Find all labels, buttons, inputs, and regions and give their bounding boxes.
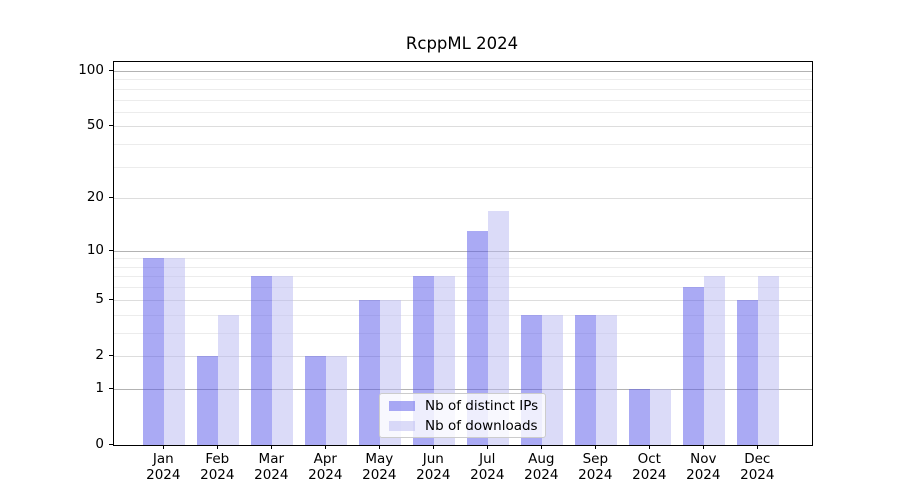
y-tick-label-0: 0 [95, 436, 104, 452]
bar-nb-of-distinct-ips-nov [683, 287, 705, 445]
x-tick-label-jun: Jun 2024 [416, 451, 451, 483]
gridline-50 [114, 126, 812, 128]
x-tick-label-nov: Nov 2024 [686, 451, 721, 483]
bar-nb-of-downloads-sep [596, 314, 618, 445]
gridline-5 [114, 299, 812, 301]
bar-nb-of-distinct-ips-mar [251, 276, 273, 445]
y-tick-label-5: 5 [95, 290, 104, 307]
gridline-80 [114, 88, 812, 90]
bar-nb-of-downloads-feb [218, 314, 240, 445]
bar-nb-of-downloads-oct [650, 388, 672, 445]
gridline-70 [114, 99, 812, 101]
y-tick-label-20: 20 [86, 189, 104, 206]
y-tick-mark-1 [109, 387, 113, 389]
x-tick-label-sep: Sep 2024 [578, 451, 613, 483]
x-tick-label-dec: Dec 2024 [740, 451, 775, 483]
gridline-100 [114, 70, 812, 72]
bar-nb-of-distinct-ips-may [359, 299, 381, 445]
gridline-30 [114, 166, 812, 168]
y-tick-label-2: 2 [95, 346, 104, 363]
gridline-10 [114, 250, 812, 252]
gridline-60 [114, 111, 812, 113]
y-tick-label-100: 100 [78, 61, 104, 78]
x-tick-label-aug: Aug 2024 [524, 451, 559, 483]
plot-area [113, 61, 813, 446]
gridline-9 [114, 258, 812, 260]
y-tick-mark-0 [109, 444, 113, 445]
x-tick-label-feb: Feb 2024 [200, 451, 235, 483]
bar-nb-of-distinct-ips-dec [737, 299, 759, 445]
bar-nb-of-distinct-ips-jul [467, 231, 489, 445]
bar-nb-of-downloads-nov [704, 276, 726, 445]
legend: Nb of distinct IPs Nb of downloads [379, 393, 546, 438]
gridline-7 [114, 276, 812, 278]
y-tick-mark-2 [109, 354, 113, 356]
y-tick-mark-10 [109, 249, 113, 251]
x-tick-mark-feb [217, 445, 219, 449]
legend-item-distinct-ips: Nb of distinct IPs [380, 397, 545, 414]
gridline-4 [114, 314, 812, 316]
x-tick-mark-dec [757, 445, 759, 449]
chart-title: RcppML 2024 [405, 34, 519, 53]
x-tick-label-jul: Jul 2024 [470, 451, 505, 483]
x-tick-label-jan: Jan 2024 [146, 451, 181, 483]
bar-nb-of-downloads-mar [272, 276, 294, 445]
bar-nb-of-downloads-apr [326, 355, 348, 445]
bar-nb-of-distinct-ips-oct [629, 388, 651, 445]
bar-nb-of-downloads-aug [542, 314, 564, 445]
x-tick-mark-nov [703, 445, 705, 449]
bar-nb-of-downloads-jan [164, 258, 186, 445]
x-tick-mark-oct [649, 445, 651, 449]
y-tick-mark-20 [109, 197, 113, 199]
y-tick-label-50: 50 [86, 117, 104, 134]
x-tick-mark-apr [325, 445, 327, 449]
y-tick-label-10: 10 [86, 241, 104, 258]
x-tick-mark-sep [595, 445, 597, 449]
x-tick-mark-aug [541, 445, 543, 449]
x-tick-label-apr: Apr 2024 [308, 451, 343, 483]
bar-nb-of-downloads-jul [488, 210, 510, 445]
bar-nb-of-downloads-dec [758, 276, 780, 445]
y-tick-mark-100 [109, 69, 113, 71]
bar-nb-of-distinct-ips-jan [143, 258, 165, 445]
gridline-2 [114, 355, 812, 357]
x-tick-label-mar: Mar 2024 [254, 451, 289, 483]
x-tick-label-oct: Oct 2024 [632, 451, 667, 483]
bar-nb-of-distinct-ips-sep [575, 314, 597, 445]
x-tick-mark-mar [271, 445, 273, 449]
gridline-3 [114, 332, 812, 334]
gridline-8 [114, 266, 812, 268]
gridline-6 [114, 287, 812, 289]
gridline-90 [114, 79, 812, 81]
y-tick-mark-5 [109, 298, 113, 300]
bar-nb-of-distinct-ips-feb [197, 355, 219, 445]
legend-label-downloads: Nb of downloads [425, 417, 538, 434]
x-tick-mark-jan [163, 445, 165, 449]
x-tick-label-may: May 2024 [362, 451, 397, 483]
legend-swatch-distinct-ips [389, 400, 415, 411]
gridline-1 [114, 388, 812, 390]
x-tick-mark-jul [487, 445, 489, 449]
y-tick-mark-50 [109, 125, 113, 127]
x-tick-mark-may [379, 445, 381, 449]
y-tick-label-1: 1 [95, 379, 104, 396]
legend-label-distinct-ips: Nb of distinct IPs [425, 397, 539, 414]
gridline-20 [114, 198, 812, 200]
legend-swatch-downloads [389, 420, 415, 431]
bar-nb-of-distinct-ips-apr [305, 355, 327, 445]
x-tick-mark-jun [433, 445, 435, 449]
gridline-40 [114, 144, 812, 146]
legend-item-downloads: Nb of downloads [380, 417, 545, 434]
